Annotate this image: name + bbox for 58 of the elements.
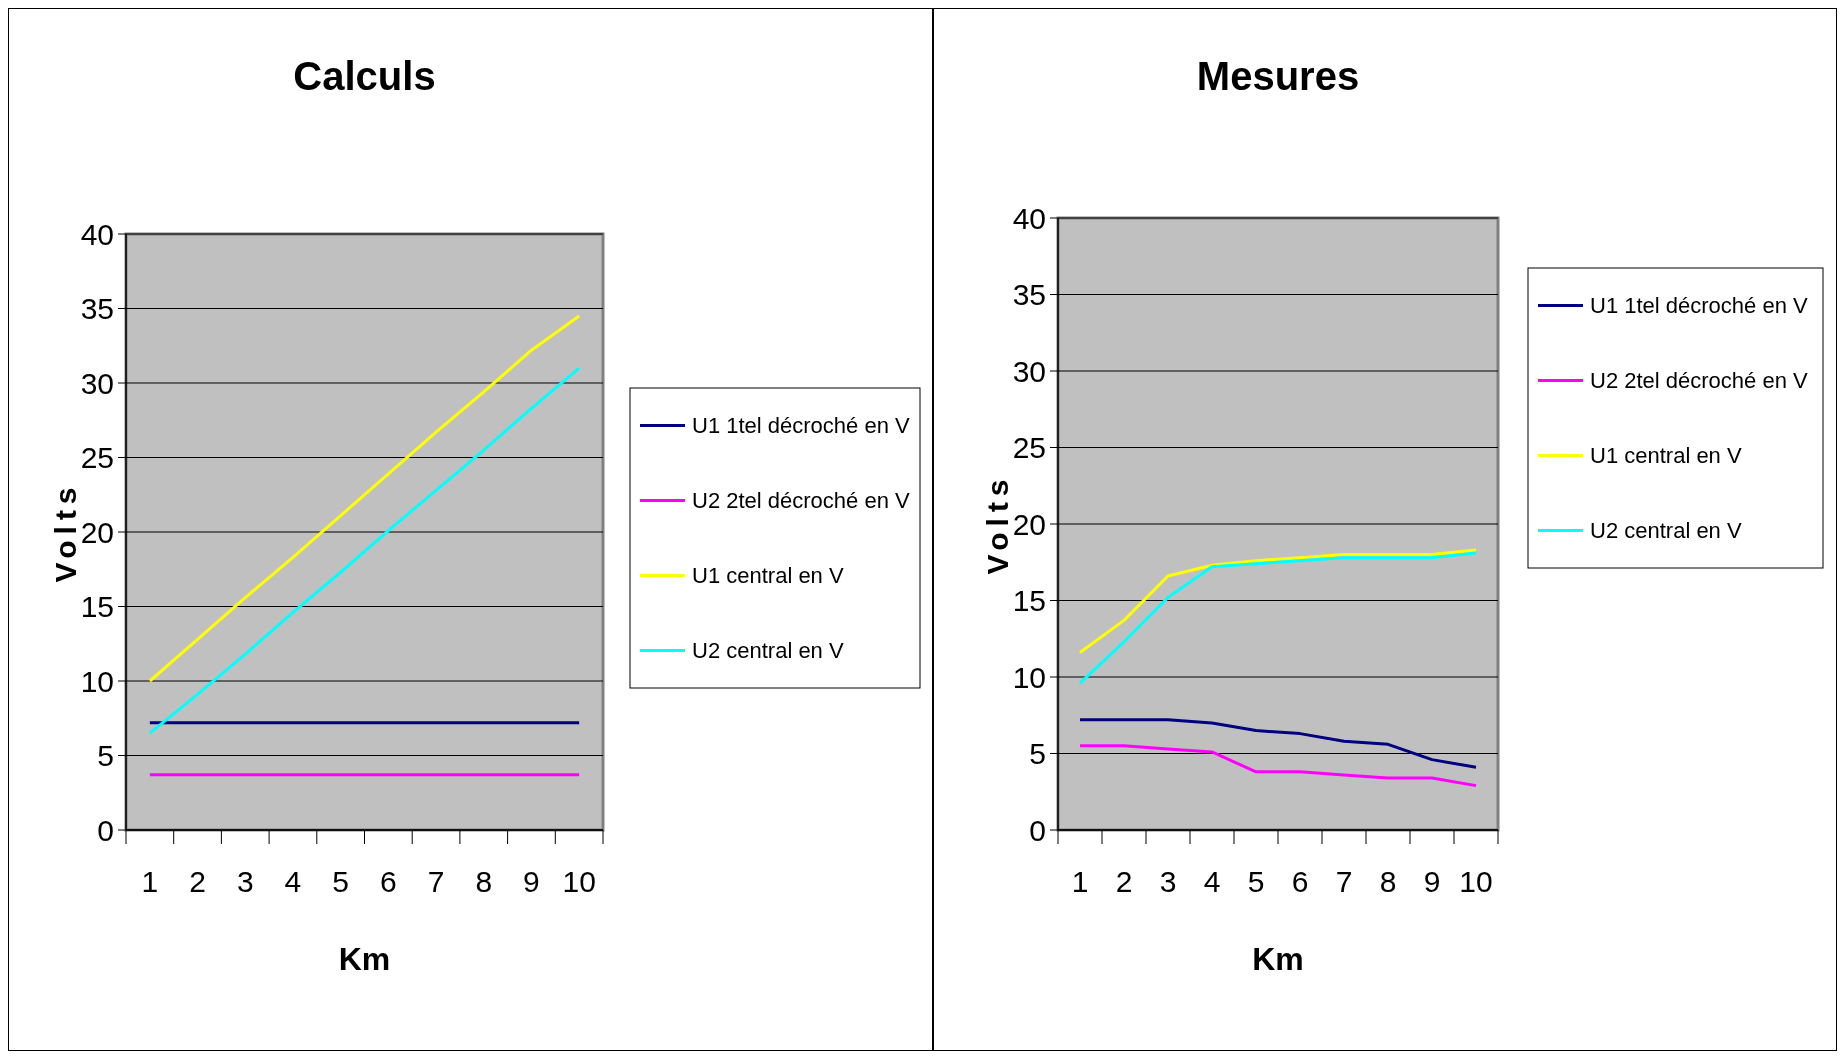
x-tick-label: 5 [332,865,349,898]
y-tick-label: 20 [80,515,114,549]
x-tick-label: 10 [562,865,596,898]
x-tick-label: 7 [427,865,445,898]
x-tick-label: 6 [380,865,397,898]
legend-label: U2 2tel décroché en V [692,488,911,514]
x-tick-label: 2 [189,865,206,898]
line-series [1078,551,1478,685]
x-tick-label: 1 [141,865,159,898]
x-tick-label: 9 [523,865,540,898]
y-tick-label: 0 [97,813,114,847]
y-tick-label: 40 [1012,201,1046,235]
y-axis-title: Volts [981,473,1014,575]
y-tick-label: 0 [1029,813,1046,847]
y-tick-label: 25 [80,441,114,474]
y-tick-label: 35 [1012,278,1046,311]
y-tick-label: 5 [97,739,114,772]
y-tick-label: 10 [80,664,114,698]
x-tick-label: 3 [236,865,254,898]
chart-title: Mesures [1196,54,1360,98]
line-series [1078,718,1478,769]
y-tick-label: 20 [1012,507,1046,541]
y-tick-label: 30 [80,366,114,400]
chart-title: Calculs [293,54,436,98]
x-tick-label: 5 [1247,865,1265,898]
x-tick-label: 7 [1335,865,1353,898]
legend-label: U2 central en V [692,638,844,664]
y-tick-label: 5 [1029,737,1046,770]
y-tick-label: 25 [1012,431,1046,464]
x-tick-label: 1 [1071,865,1089,898]
x-tick-label: 2 [1115,865,1133,898]
y-tick-label: 35 [80,292,114,325]
line-series [148,314,581,683]
legend-label: U1 1tel décroché en V [692,413,911,439]
x-axis-title: Km [1252,941,1304,977]
legend-label: U2 central en V [1590,518,1742,544]
legend-label: U1 central en V [1590,443,1742,469]
legend-label: U2 2tel décroché en V [1590,368,1809,394]
legend-label: U1 1tel décroché en V [1590,293,1809,319]
x-tick-label: 6 [1291,865,1309,898]
y-tick-label: 10 [1012,660,1046,694]
x-tick-label: 8 [1379,865,1397,898]
x-tick-label: 8 [475,865,493,898]
y-tick-label: 40 [80,217,114,251]
y-tick-label: 15 [1012,584,1046,617]
y-tick-label: 30 [1012,354,1046,388]
line-series [1078,744,1478,788]
y-axis-title: Volts [49,481,82,583]
x-tick-label: 4 [284,865,302,898]
x-tick-label: 9 [1423,865,1441,898]
x-tick-label: 4 [1203,865,1221,898]
line-series [148,366,581,735]
legend-label: U1 central en V [692,563,844,589]
x-axis-title: Km [338,941,391,977]
x-tick-label: 3 [1159,865,1177,898]
x-tick-label: 10 [1459,865,1493,898]
y-tick-label: 15 [80,590,114,623]
line-series [1078,548,1478,655]
